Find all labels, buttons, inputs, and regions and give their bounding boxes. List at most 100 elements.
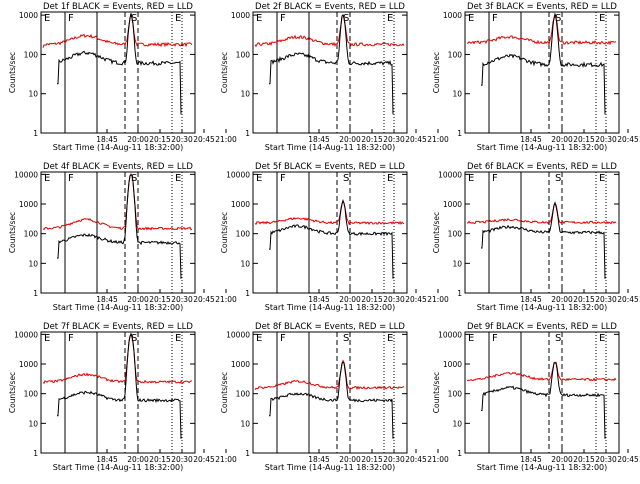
y-tick-label: 10000 xyxy=(438,330,462,339)
lld-series-line xyxy=(466,202,617,225)
segment-marker-label: E xyxy=(175,13,181,24)
segment-marker-label: F xyxy=(492,13,498,24)
y-tick-label: 1000 xyxy=(19,200,38,209)
y-tick-label: 10 xyxy=(452,259,462,268)
events-series-line xyxy=(269,13,394,115)
segment-marker-label: E xyxy=(599,333,605,344)
x-tick-label: 18:45 xyxy=(308,295,330,304)
segment-marker-label: E xyxy=(256,333,262,344)
segment-marker-label: F xyxy=(492,333,498,344)
x-axis-label: Start Time (14-Aug-11 18:32:00) xyxy=(477,463,608,472)
x-tick-label: 20:45 xyxy=(193,455,215,464)
y-tick-label: 10 xyxy=(452,419,462,428)
y-tick-label: 1 xyxy=(457,129,462,138)
x-tick-label: 18:45 xyxy=(96,455,118,464)
y-tick-label: 10000 xyxy=(438,170,462,179)
segment-marker-label: E xyxy=(387,13,393,24)
segment-marker-label: E xyxy=(468,173,474,184)
segment-marker-label: E xyxy=(44,173,50,184)
panel-title: Det 8f BLACK = Events, RED = LLD xyxy=(255,322,405,332)
segment-marker-label: F xyxy=(280,173,286,184)
x-tick-label: 20:00 xyxy=(127,295,149,304)
y-tick-label: 10 xyxy=(28,259,38,268)
y-tick-label: 1000 xyxy=(19,360,38,369)
x-tick-label: 20:15 xyxy=(361,295,383,304)
x-tick-label: 20:00 xyxy=(127,455,149,464)
x-tick-label: 18:45 xyxy=(520,295,542,304)
y-tick-label: 100 xyxy=(236,50,251,59)
segment-marker-label: S xyxy=(343,333,349,344)
x-tick-label: 20:45 xyxy=(405,295,427,304)
x-tick-label: 21:00 xyxy=(427,455,449,464)
x-axis-label: Start Time (14-Aug-11 18:32:00) xyxy=(477,303,608,312)
y-tick-label: 100 xyxy=(448,50,463,59)
y-tick-label: 1000 xyxy=(19,11,38,20)
y-axis-label: Counts/sec xyxy=(8,372,17,413)
events-series-line xyxy=(57,174,182,279)
segment-marker-label: F xyxy=(492,173,498,184)
lld-series-line xyxy=(466,14,617,46)
panel-frame xyxy=(252,331,408,454)
events-series-line xyxy=(57,332,182,439)
x-tick-label: 20:15 xyxy=(573,455,595,464)
x-tick-label: 20:00 xyxy=(551,455,573,464)
x-tick-label: 20:45 xyxy=(617,295,639,304)
panel-frame xyxy=(464,171,620,294)
x-tick-label: 20:45 xyxy=(193,135,215,144)
lld-series-line xyxy=(42,172,193,231)
y-tick-label: 1000 xyxy=(231,200,250,209)
x-axis-label: Start Time (14-Aug-11 18:32:00) xyxy=(477,143,608,152)
panel-title: Det 1f BLACK = Events, RED = LLD xyxy=(43,2,193,12)
y-axis-label: Counts/sec xyxy=(220,52,229,93)
y-tick-label: 1 xyxy=(33,289,38,298)
panel-title: Det 3f BLACK = Events, RED = LLD xyxy=(467,2,617,12)
x-tick-label: 18:45 xyxy=(96,295,118,304)
x-tick-label: 20:30 xyxy=(383,455,405,464)
y-tick-label: 1000 xyxy=(231,360,250,369)
x-tick-label: 21:00 xyxy=(215,455,237,464)
x-tick-label: 20:30 xyxy=(383,135,405,144)
segment-marker-label: E xyxy=(256,173,262,184)
panel-frame xyxy=(40,171,196,294)
segment-marker-label: E xyxy=(175,173,181,184)
panel-frame xyxy=(40,11,196,134)
y-tick-label: 1000 xyxy=(443,200,462,209)
panel-title: Det 5f BLACK = Events, RED = LLD xyxy=(255,162,405,172)
segment-marker-label: S xyxy=(131,13,137,24)
x-tick-label: 21:00 xyxy=(427,295,449,304)
y-tick-label: 100 xyxy=(448,390,463,399)
panel-frame xyxy=(252,171,408,294)
panel-frame xyxy=(464,11,620,134)
segment-marker-label: S xyxy=(343,13,349,24)
y-tick-label: 10000 xyxy=(226,330,250,339)
y-axis-label: Counts/sec xyxy=(432,52,441,93)
events-series-line xyxy=(269,361,394,439)
y-tick-label: 1 xyxy=(457,289,462,298)
panel-title: Det 6f BLACK = Events, RED = LLD xyxy=(467,162,617,172)
y-tick-label: 1 xyxy=(33,129,38,138)
x-axis-label: Start Time (14-Aug-11 18:32:00) xyxy=(53,303,184,312)
x-tick-label: 20:15 xyxy=(149,135,171,144)
lld-series-line xyxy=(254,14,405,48)
x-tick-label: 20:15 xyxy=(149,455,171,464)
x-tick-label: 20:00 xyxy=(339,135,361,144)
segment-marker-label: F xyxy=(280,13,286,24)
x-tick-label: 20:45 xyxy=(617,135,639,144)
y-tick-label: 1000 xyxy=(443,11,462,20)
y-axis-label: Counts/sec xyxy=(220,212,229,253)
x-axis-label: Start Time (14-Aug-11 18:32:00) xyxy=(265,303,396,312)
panel-frame xyxy=(252,11,408,134)
x-tick-label: 20:15 xyxy=(361,135,383,144)
x-tick-label: 20:15 xyxy=(573,135,595,144)
segment-marker-label: S xyxy=(555,13,561,24)
x-tick-label: 20:45 xyxy=(617,455,639,464)
x-axis-label: Start Time (14-Aug-11 18:32:00) xyxy=(265,143,396,152)
segment-marker-label: S xyxy=(555,333,561,344)
events-series-line xyxy=(481,201,606,279)
segment-marker-label: E xyxy=(468,13,474,24)
y-tick-label: 10 xyxy=(240,90,250,99)
segment-marker-label: S xyxy=(555,173,561,184)
y-tick-label: 10 xyxy=(240,419,250,428)
y-tick-label: 10000 xyxy=(14,170,38,179)
